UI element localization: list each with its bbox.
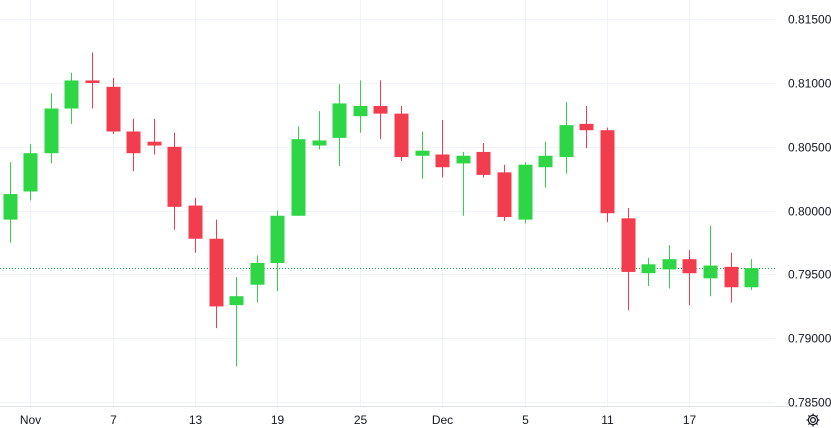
candle-down[interactable] (106, 77, 121, 135)
candle-body (518, 164, 533, 220)
price-tick-label: 0.81500 (788, 13, 831, 27)
candle-body (476, 151, 491, 175)
candle-body (703, 265, 718, 279)
candle-down[interactable] (476, 142, 491, 178)
candle-body (23, 153, 38, 192)
time-axis[interactable]: Nov 7 13 19 25 Dec 5 11 17 (20, 413, 697, 427)
candle-down[interactable] (497, 164, 512, 221)
candle-down[interactable] (621, 208, 636, 311)
candle-down[interactable] (435, 120, 450, 178)
candle-up[interactable] (3, 162, 18, 243)
candle-up[interactable] (229, 277, 244, 367)
candle-body (3, 194, 18, 220)
candle-body (167, 146, 182, 207)
candle-up[interactable] (250, 255, 265, 303)
candle-body (85, 80, 100, 83)
candle-down[interactable] (724, 252, 739, 303)
candle-body (209, 238, 224, 307)
price-tick-label: 0.81000 (788, 77, 831, 91)
time-tick-label: 13 (189, 413, 203, 427)
time-tick-label: 17 (683, 413, 697, 427)
time-tick-label: 11 (601, 413, 614, 427)
candle-body (456, 155, 471, 164)
vertical-grid (30, 0, 690, 406)
candle-body (435, 154, 450, 168)
time-tick-label: Dec (432, 413, 453, 427)
time-tick-label: 19 (271, 413, 285, 427)
candle-up[interactable] (538, 141, 553, 188)
candle-body (538, 155, 553, 168)
candle-body (250, 263, 265, 285)
candle-body (147, 141, 162, 146)
candle-down[interactable] (126, 118, 141, 172)
candle-body (579, 123, 594, 131)
candle-up[interactable] (270, 210, 285, 292)
candle-up[interactable] (312, 111, 327, 150)
price-axis[interactable]: 0.81500 0.81000 0.80500 0.80000 0.79500 0.790… (788, 13, 831, 410)
candle-body (662, 259, 677, 270)
candle-down[interactable] (579, 105, 594, 149)
candle-body (600, 130, 615, 214)
candle-body (497, 172, 512, 218)
time-tick-label: 5 (522, 413, 529, 427)
candle-down[interactable] (600, 127, 615, 223)
time-tick-label: 25 (354, 413, 368, 427)
gear-icon[interactable] (805, 412, 821, 428)
candle-body (332, 103, 347, 138)
candle-body (44, 108, 59, 154)
candle-down[interactable] (373, 80, 388, 140)
candle-body (744, 268, 759, 288)
price-tick-label: 0.78500 (788, 396, 831, 410)
price-tick-label: 0.80000 (788, 205, 831, 219)
candle-up[interactable] (456, 151, 471, 216)
candle-body (415, 150, 430, 156)
candle-up[interactable] (332, 84, 347, 166)
candle-down[interactable] (188, 197, 203, 253)
candle-body (291, 139, 306, 216)
time-tick-label: 7 (110, 413, 117, 427)
candle-down[interactable] (167, 132, 182, 230)
candle-down[interactable] (209, 219, 224, 329)
candle-down[interactable] (147, 118, 162, 155)
candle-body (641, 264, 656, 274)
candle-up[interactable] (23, 144, 38, 201)
candle-body (126, 131, 141, 154)
candle-up[interactable] (353, 80, 368, 133)
candles (3, 52, 759, 367)
candle-up[interactable] (64, 72, 79, 124)
candle-body (188, 205, 203, 239)
candle-body (270, 215, 285, 264)
candle-body (106, 86, 121, 132)
candle-body (621, 218, 636, 272)
candle-body (229, 296, 244, 306)
time-tick-label: Nov (20, 413, 41, 427)
candle-body (312, 140, 327, 146)
candle-body (64, 80, 79, 109)
candle-up[interactable] (415, 131, 430, 179)
price-tick-label: 0.79000 (788, 332, 831, 346)
candle-body (373, 105, 388, 114)
candle-body (394, 113, 409, 158)
candle-down[interactable] (85, 52, 100, 109)
candle-body (559, 125, 574, 158)
candle-up[interactable] (662, 245, 677, 289)
price-tick-label: 0.79500 (788, 268, 831, 282)
candle-up[interactable] (518, 162, 533, 224)
candle-up[interactable] (641, 257, 656, 286)
candle-body (682, 259, 697, 274)
horizontal-grid (0, 19, 775, 403)
candle-down[interactable] (682, 250, 697, 306)
candle-up[interactable] (44, 93, 59, 164)
candle-down[interactable] (394, 105, 409, 161)
candle-up[interactable] (559, 102, 574, 174)
candle-body (353, 105, 368, 117)
candle-up[interactable] (703, 225, 718, 297)
candle-body (724, 266, 739, 288)
price-tick-label: 0.80500 (788, 141, 831, 155)
candle-up[interactable] (291, 126, 306, 216)
candle-up[interactable] (744, 259, 759, 290)
